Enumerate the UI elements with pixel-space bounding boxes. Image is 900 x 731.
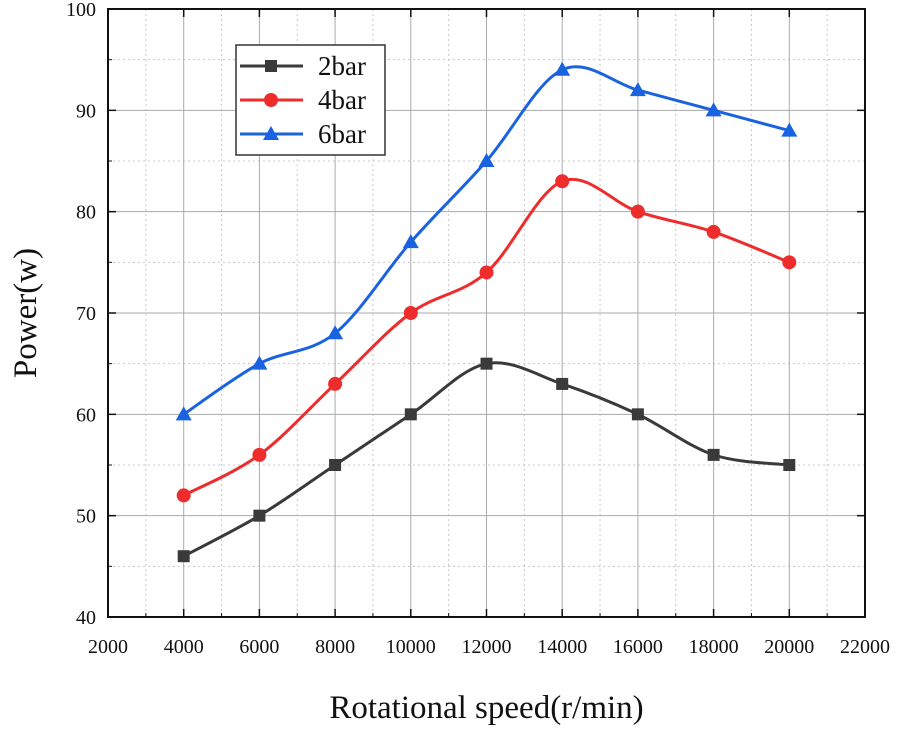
- series-2bar: [177, 357, 796, 563]
- y-tick-label: 60: [76, 404, 96, 426]
- data-point-2bar: [404, 408, 417, 421]
- data-point-4bar: [782, 255, 797, 270]
- data-point-2bar: [556, 377, 569, 390]
- data-point-6bar: [175, 406, 192, 421]
- data-point-2bar: [707, 448, 720, 461]
- y-tick-label: 100: [66, 0, 96, 21]
- data-point-2bar: [480, 357, 493, 370]
- y-tick-label: 80: [76, 202, 96, 224]
- y-axis-label: Power(w): [8, 248, 44, 378]
- series-6bar: [175, 61, 798, 421]
- data-point-4bar: [706, 224, 721, 239]
- data-point-2bar: [631, 408, 644, 421]
- legend-label-6bar: 6bar: [318, 119, 366, 149]
- x-tick-label: 8000: [315, 636, 355, 658]
- data-point-4bar: [555, 174, 570, 189]
- x-tick-label: 22000: [840, 636, 890, 658]
- data-point-4bar: [479, 265, 494, 280]
- x-tick-label: 10000: [386, 636, 436, 658]
- x-axis-label: Rotational speed(r/min): [329, 690, 643, 726]
- data-point-4bar: [630, 204, 645, 219]
- x-tick-label: 20000: [764, 636, 814, 658]
- x-tick-label: 2000: [88, 636, 128, 658]
- data-point-6bar: [402, 234, 419, 249]
- x-tick-label: 18000: [689, 636, 739, 658]
- x-tick-label: 6000: [239, 636, 279, 658]
- data-point-6bar: [554, 61, 571, 76]
- y-tick-label: 70: [76, 303, 96, 325]
- data-point-4bar: [328, 376, 343, 391]
- data-point-6bar: [629, 82, 646, 97]
- legend-label-4bar: 4bar: [318, 85, 366, 115]
- data-point-6bar: [478, 153, 495, 167]
- legend-marker-4bar: [264, 93, 278, 107]
- data-point-6bar: [327, 325, 344, 340]
- data-point-2bar: [329, 459, 342, 471]
- data-point-4bar: [176, 488, 191, 503]
- data-point-2bar: [253, 509, 266, 522]
- data-point-6bar: [251, 355, 268, 370]
- x-tick-label: 16000: [613, 636, 663, 658]
- legend-marker-6bar: [263, 126, 279, 140]
- x-tick-label: 14000: [537, 636, 587, 658]
- y-tick-label: 50: [76, 506, 96, 528]
- data-point-4bar: [252, 447, 267, 462]
- data-point-6bar: [705, 102, 722, 117]
- legend-label-2bar: 2bar: [318, 51, 366, 81]
- legend: 2bar 4bar 6bar: [235, 44, 386, 156]
- legend-marker-2bar: [265, 60, 277, 72]
- data-point-4bar: [403, 306, 418, 320]
- y-tick-label: 90: [76, 100, 96, 122]
- x-tick-label: 4000: [164, 636, 204, 658]
- y-tick-label: 40: [76, 607, 96, 629]
- data-point-2bar: [177, 550, 190, 563]
- data-point-6bar: [781, 122, 798, 137]
- data-point-2bar: [783, 459, 796, 471]
- series-4bar: [176, 174, 797, 503]
- x-tick-label: 12000: [462, 636, 512, 658]
